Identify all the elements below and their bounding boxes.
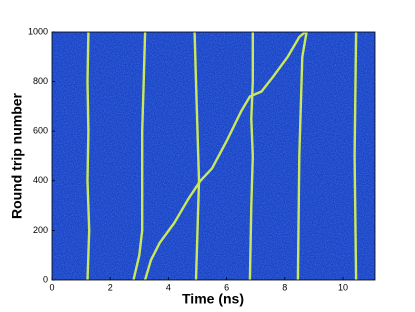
x-tick-label: 10 [338,282,348,292]
trace [353,32,358,280]
x-tick-label: 8 [282,282,287,292]
x-axis-label: Time (ns) [182,291,244,307]
plot-frame [51,31,376,281]
x-tick-label: 2 [108,282,113,292]
traces [86,32,358,280]
x-tick-label: 6 [224,282,229,292]
trace [248,32,254,280]
trace [143,32,306,280]
y-tick-label: 400 [33,175,48,185]
y-tick-label: 800 [33,76,48,86]
x-tick-label: 4 [166,282,171,292]
trace [296,32,308,280]
trace [193,32,201,280]
trace [132,32,147,280]
y-tick-label: 1000 [28,26,48,36]
trace [86,32,91,280]
noise [52,32,375,280]
y-axis-label: Round trip number [9,92,25,219]
y-tick-label: 600 [33,126,48,136]
y-tick-label: 200 [33,225,48,235]
y-tick-label: 0 [43,274,48,284]
x-tick-label: 0 [49,282,54,292]
